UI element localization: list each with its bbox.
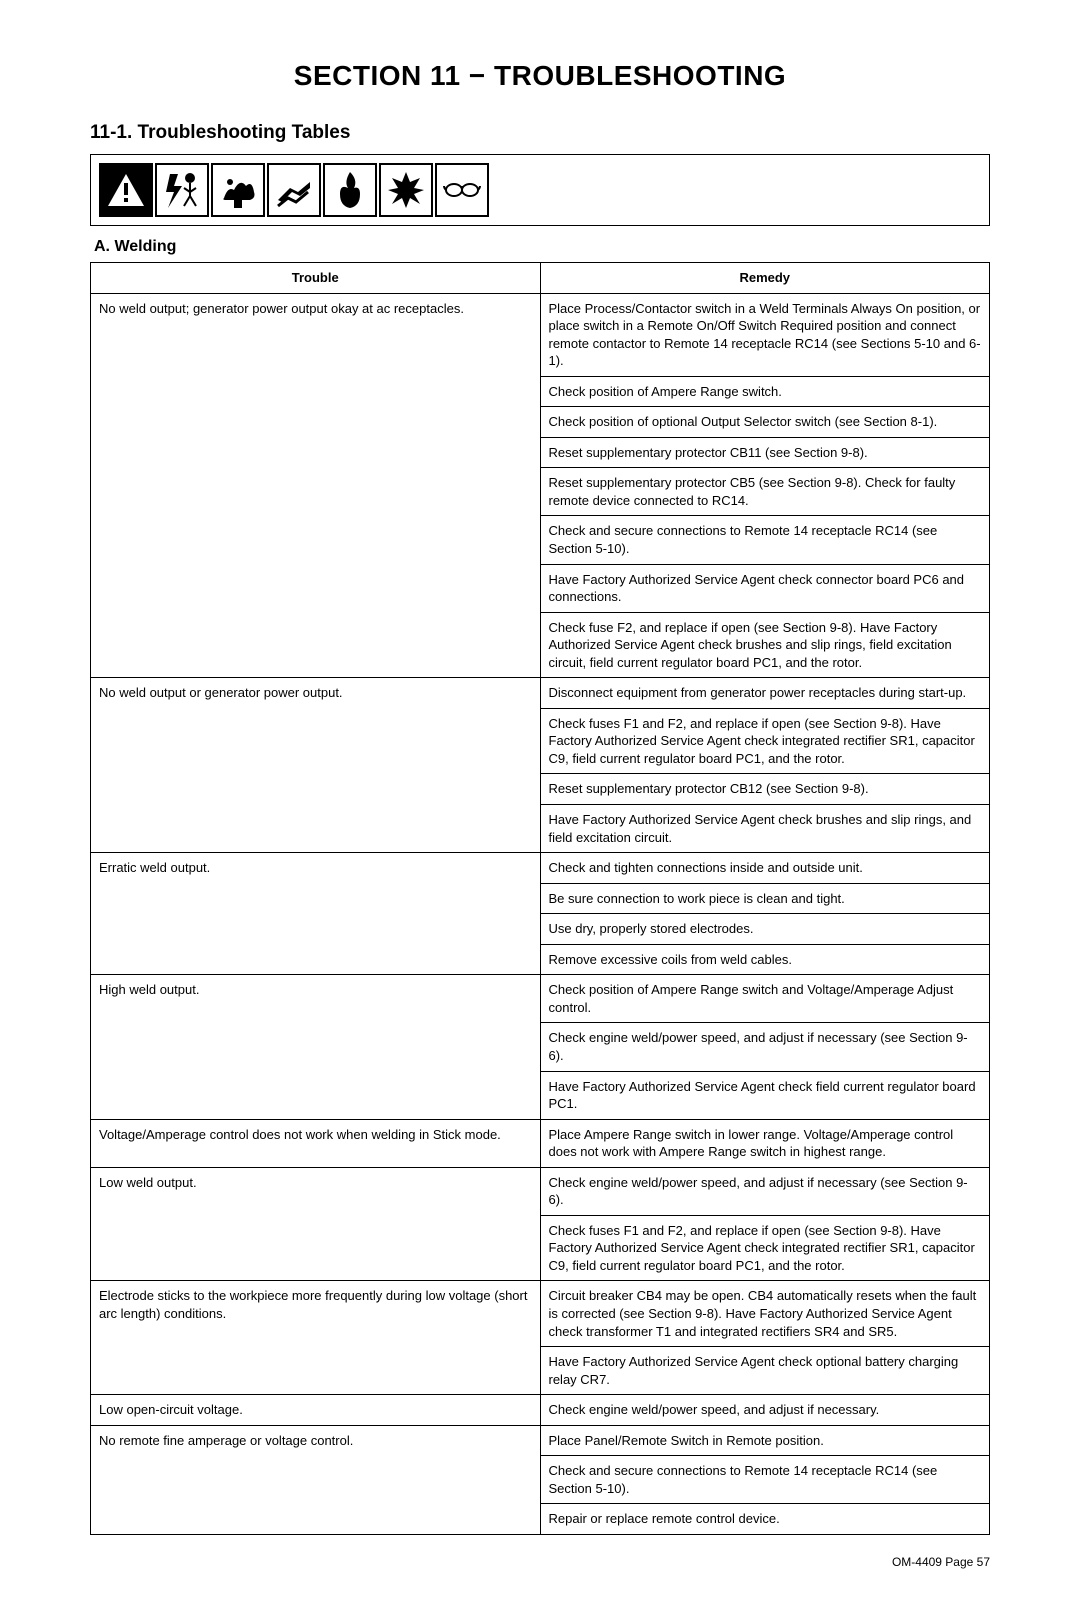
- sub-title: 11-1. Troubleshooting Tables: [90, 122, 990, 144]
- remedy-cell: Reset supplementary protector CB12 (see …: [540, 774, 990, 805]
- table-row: Low open-circuit voltage.Check engine we…: [91, 1395, 990, 1426]
- electric-shock-icon: [155, 163, 209, 217]
- moving-parts-icon: [267, 163, 321, 217]
- trouble-cell: No weld output or generator power output…: [91, 678, 541, 853]
- remedy-cell: Check engine weld/power speed, and adjus…: [540, 1167, 990, 1215]
- remedy-cell: Check engine weld/power speed, and adjus…: [540, 1023, 990, 1071]
- remedy-cell: Check fuses F1 and F2, and replace if op…: [540, 708, 990, 774]
- troubleshooting-table: Trouble Remedy No weld output; generator…: [90, 262, 990, 1535]
- remedy-cell: Reset supplementary protector CB5 (see S…: [540, 468, 990, 516]
- trouble-cell: No remote fine amperage or voltage contr…: [91, 1425, 541, 1534]
- trouble-cell: Erratic weld output.: [91, 853, 541, 975]
- trouble-cell: Low open-circuit voltage.: [91, 1395, 541, 1426]
- fire-hazard-icon: [323, 163, 377, 217]
- remedy-cell: Check position of optional Output Select…: [540, 407, 990, 438]
- remedy-cell: Place Process/Contactor switch in a Weld…: [540, 293, 990, 376]
- trouble-cell: High weld output.: [91, 975, 541, 1119]
- table-row: Erratic weld output.Check and tighten co…: [91, 853, 990, 884]
- col-header-remedy: Remedy: [540, 263, 990, 294]
- page: SECTION 11 − TROUBLESHOOTING 11-1. Troub…: [0, 0, 1080, 1609]
- remedy-cell: Have Factory Authorized Service Agent ch…: [540, 805, 990, 853]
- remedy-cell: Check fuses F1 and F2, and replace if op…: [540, 1215, 990, 1281]
- table-header-row: Trouble Remedy: [91, 263, 990, 294]
- remedy-cell: Reset supplementary protector CB11 (see …: [540, 437, 990, 468]
- trouble-cell: Low weld output.: [91, 1167, 541, 1281]
- table-row: Voltage/Amperage control does not work w…: [91, 1119, 990, 1167]
- table-row: Low weld output.Check engine weld/power …: [91, 1167, 990, 1215]
- remedy-cell: Disconnect equipment from generator powe…: [540, 678, 990, 709]
- hazard-icons-frame: [90, 154, 990, 226]
- remedy-cell: Check and secure connections to Remote 1…: [540, 516, 990, 564]
- table-row: No remote fine amperage or voltage contr…: [91, 1425, 990, 1456]
- remedy-cell: Check and secure connections to Remote 1…: [540, 1456, 990, 1504]
- trouble-cell: Electrode sticks to the workpiece more f…: [91, 1281, 541, 1395]
- section-title: SECTION 11 − TROUBLESHOOTING: [90, 60, 990, 92]
- remedy-cell: Have Factory Authorized Service Agent ch…: [540, 1071, 990, 1119]
- trouble-cell: No weld output; generator power output o…: [91, 293, 541, 678]
- remedy-cell: Check engine weld/power speed, and adjus…: [540, 1395, 990, 1426]
- remedy-cell: Circuit breaker CB4 may be open. CB4 aut…: [540, 1281, 990, 1347]
- category-label: A. Welding: [94, 238, 990, 256]
- read-manual-icon: [435, 163, 489, 217]
- remedy-cell: Check and tighten connections inside and…: [540, 853, 990, 884]
- warning-triangle-icon: [99, 163, 153, 217]
- remedy-cell: Be sure connection to work piece is clea…: [540, 883, 990, 914]
- table-row: No weld output or generator power output…: [91, 678, 990, 709]
- col-header-trouble: Trouble: [91, 263, 541, 294]
- remedy-cell: Have Factory Authorized Service Agent ch…: [540, 564, 990, 612]
- fumes-gases-icon: [211, 163, 265, 217]
- table-row: High weld output.Check position of Amper…: [91, 975, 990, 1023]
- explosion-icon: [379, 163, 433, 217]
- trouble-cell: Voltage/Amperage control does not work w…: [91, 1119, 541, 1167]
- remedy-cell: Remove excessive coils from weld cables.: [540, 944, 990, 975]
- remedy-cell: Place Ampere Range switch in lower range…: [540, 1119, 990, 1167]
- remedy-cell: Place Panel/Remote Switch in Remote posi…: [540, 1425, 990, 1456]
- table-body: No weld output; generator power output o…: [91, 293, 990, 1534]
- page-footer: OM-4409 Page 57: [90, 1555, 990, 1569]
- remedy-cell: Repair or replace remote control device.: [540, 1504, 990, 1535]
- remedy-cell: Check fuse F2, and replace if open (see …: [540, 612, 990, 678]
- remedy-cell: Use dry, properly stored electrodes.: [540, 914, 990, 945]
- hazard-icons-row: [99, 163, 981, 217]
- remedy-cell: Check position of Ampere Range switch.: [540, 376, 990, 407]
- table-row: Electrode sticks to the workpiece more f…: [91, 1281, 990, 1347]
- table-row: No weld output; generator power output o…: [91, 293, 990, 376]
- remedy-cell: Have Factory Authorized Service Agent ch…: [540, 1347, 990, 1395]
- remedy-cell: Check position of Ampere Range switch an…: [540, 975, 990, 1023]
